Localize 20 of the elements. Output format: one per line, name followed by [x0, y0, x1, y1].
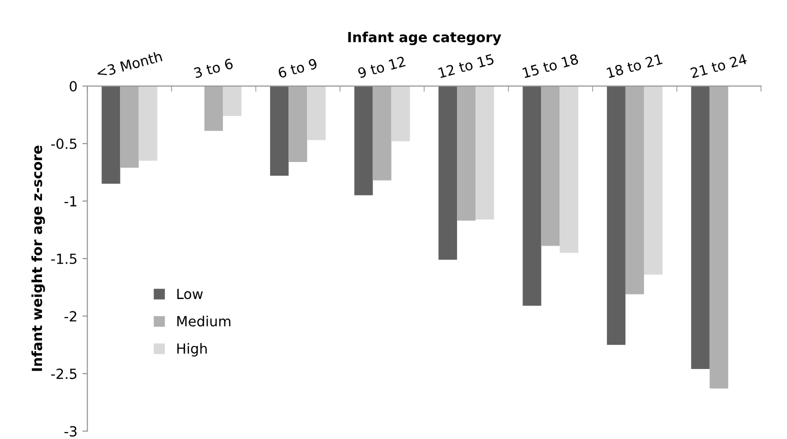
y-tick-label: -0.5 [51, 138, 76, 150]
x-tick-label: 6 to 9 [278, 58, 318, 78]
legend-label: Low [177, 288, 203, 300]
legend-label: High [177, 343, 207, 356]
x-tick-label: 15 to 18 [522, 54, 579, 78]
x-tick-label: 9 to 12 [357, 56, 406, 78]
y-tick-label: -2 [64, 311, 76, 322]
y-tick-label: -1.5 [51, 254, 76, 264]
legend-label: Medium [177, 316, 230, 326]
x-tick-label: 21 to 24 [690, 54, 748, 78]
x-axis-title: Infant age category [348, 32, 502, 46]
y-axis-title: Infant weight for age z-score [31, 146, 45, 371]
y-tick-label: 0 [70, 81, 77, 92]
x-tick-label: 3 to 6 [193, 58, 234, 78]
y-tick-label: -2.5 [51, 368, 76, 380]
x-tick-label: <3 Month [96, 50, 162, 78]
x-tick-label: 12 to 15 [438, 54, 494, 78]
x-tick-label: 18 to 21 [606, 54, 663, 78]
y-tick-label: -1 [64, 196, 76, 206]
y-tick-label: -3 [64, 426, 77, 437]
